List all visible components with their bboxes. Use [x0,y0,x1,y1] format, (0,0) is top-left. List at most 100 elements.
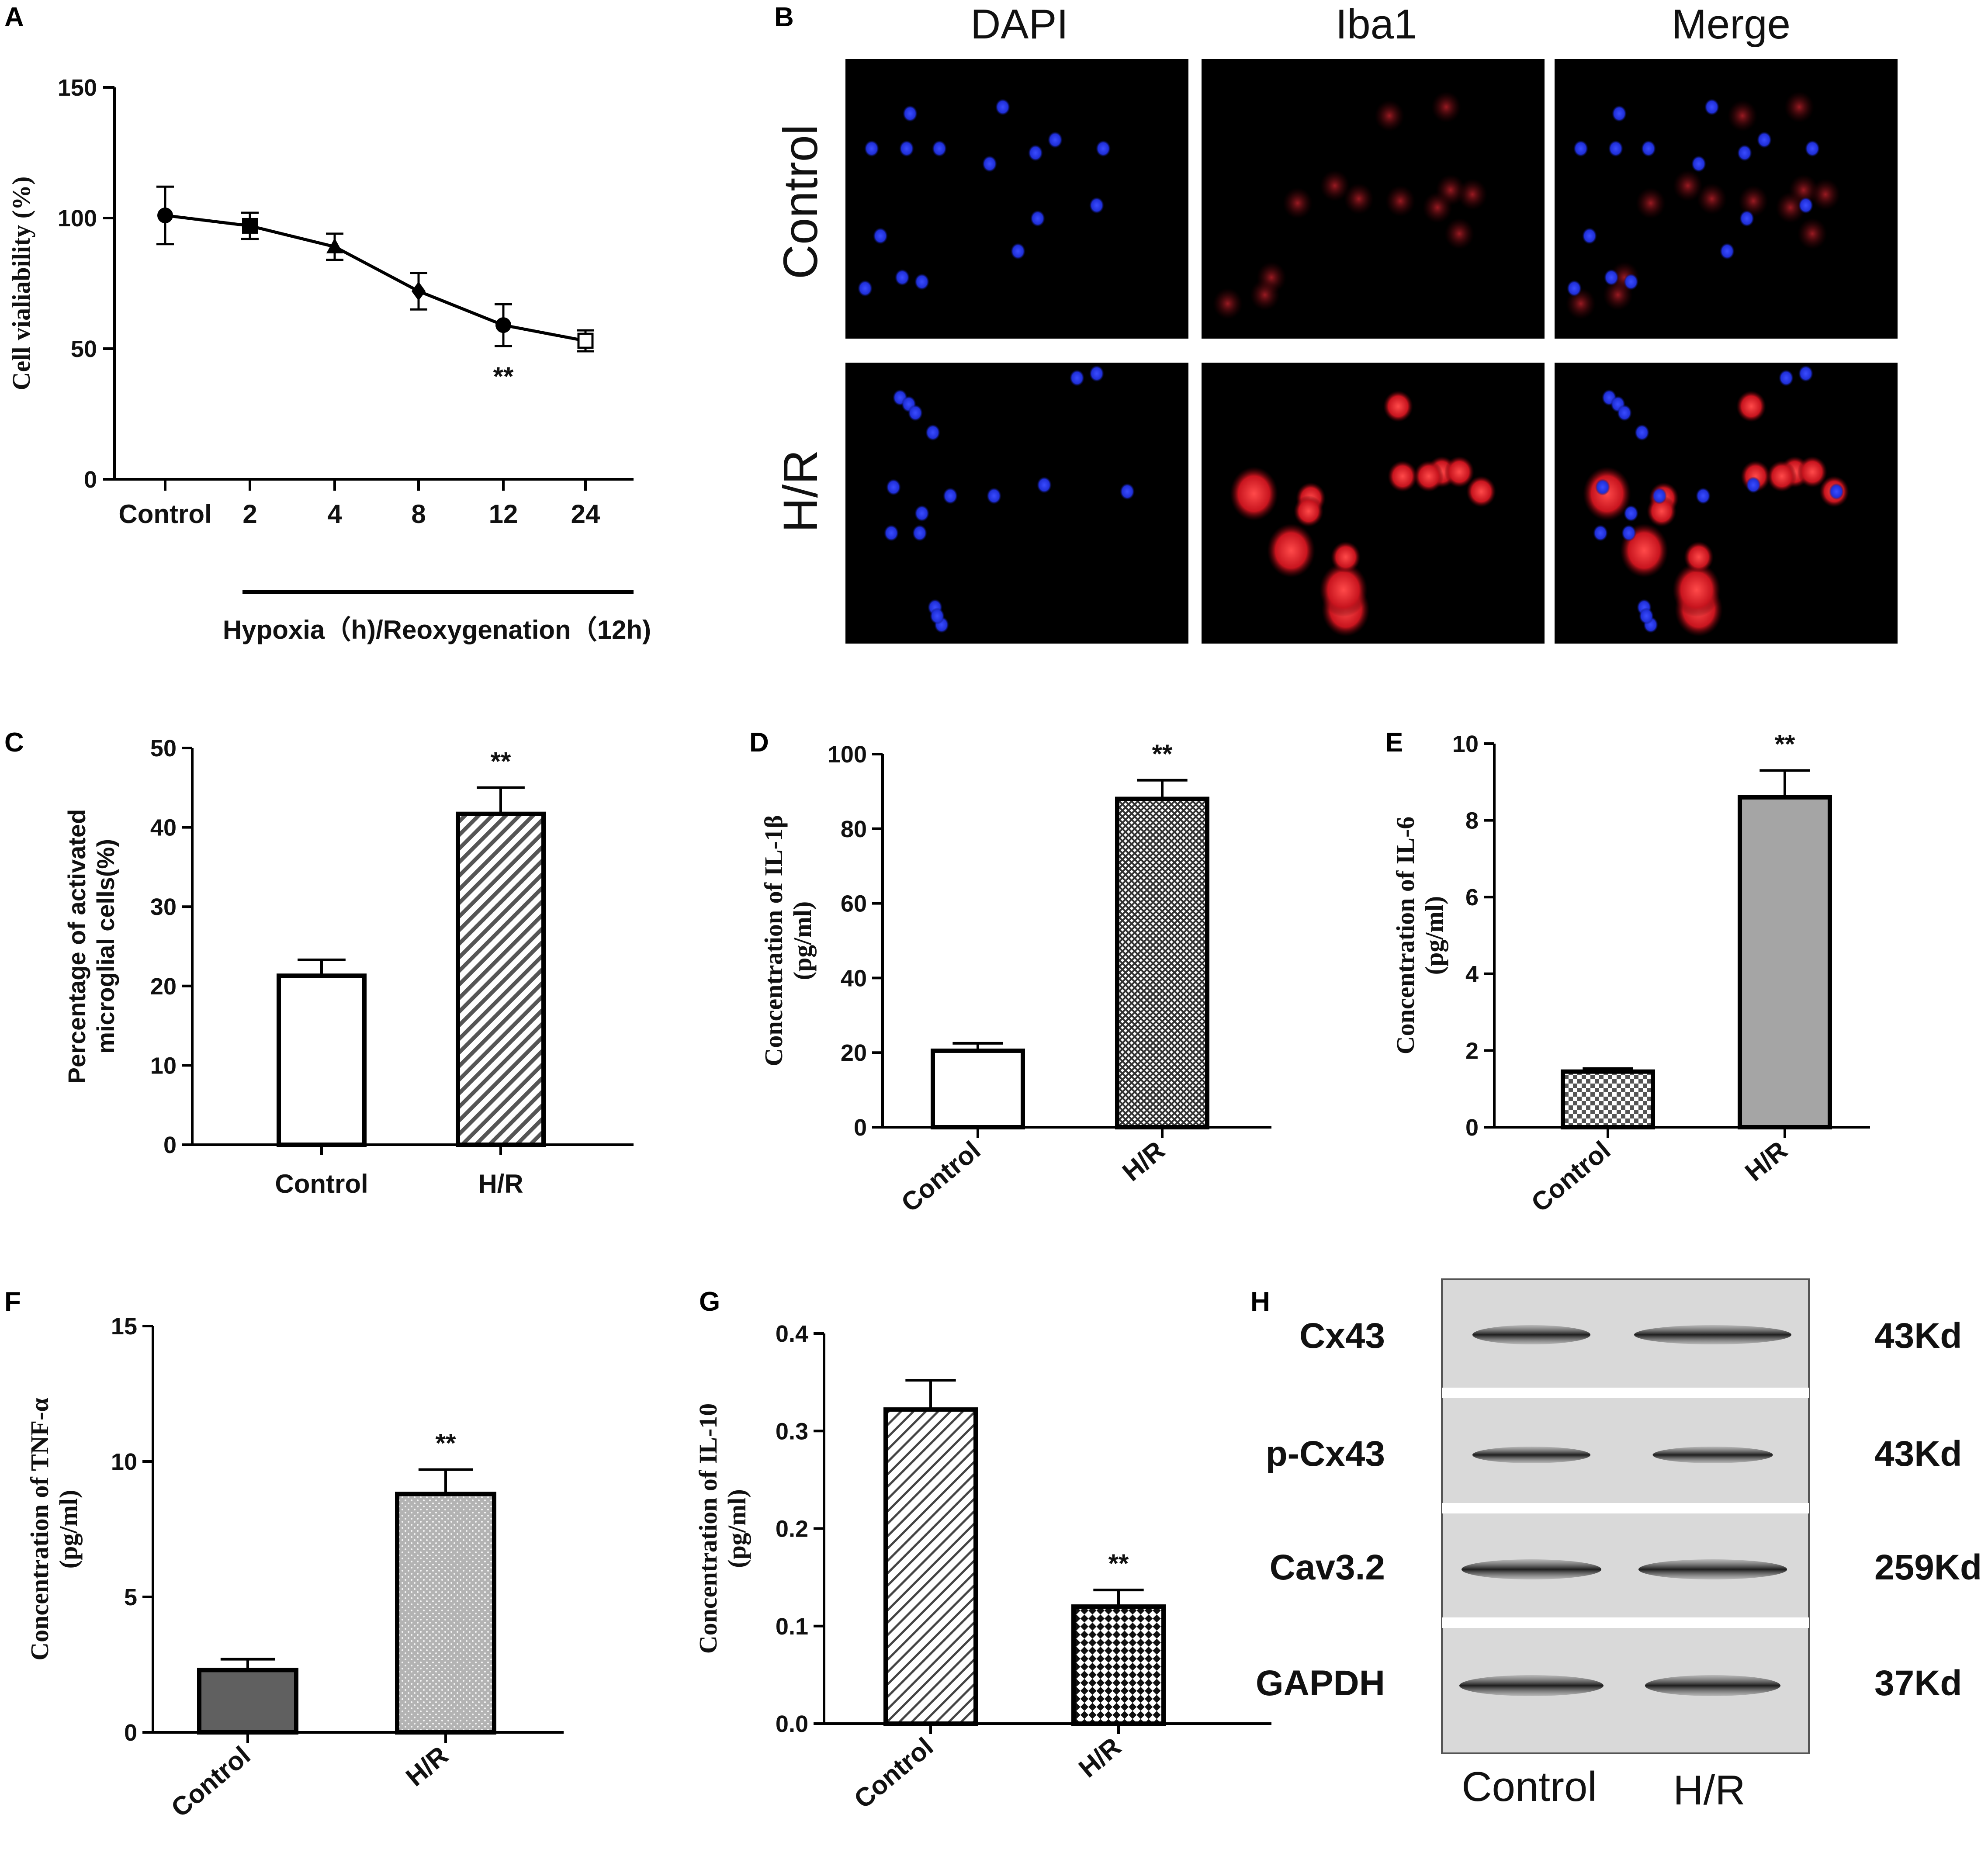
y-tick-label: 100 [828,741,867,768]
x-tick-label: Control [166,1741,256,1823]
iba1-cell [1798,218,1827,249]
dapi-nucleus [1612,105,1627,122]
wb-weight-cav32: 259Kd [1874,1548,1982,1587]
wb-protein-gapdh: GAPDH [1256,1663,1385,1703]
iba1-cell [1320,170,1350,201]
data-point [326,238,343,253]
bar [1738,795,1832,1130]
significance-mark: ** [1152,739,1173,769]
x-tick-label: 2 [242,499,257,529]
dapi-nucleus [930,608,945,624]
y-axis-label: Concentration of IL-1β [759,815,788,1066]
microscopy-panel: DAPI Iba1 Merge Control H/R [774,1,1898,644]
y-tick-label: 6 [1465,884,1479,911]
y-axis-label: microglial cells(%) [92,839,119,1054]
dapi-nucleus [1704,99,1719,115]
x-tick-label: Control [118,499,211,529]
x-tick-label: Control [1526,1136,1616,1218]
dapi-nucleus [1028,145,1043,161]
significance-mark: ** [493,362,514,391]
y-tick-label: 40 [150,815,177,841]
iba1-cell [1431,91,1461,123]
x-tick-label: H/R [400,1741,454,1792]
y-axis-label: Concentration of TNF-α [25,1398,54,1661]
iba1-cell [1423,192,1452,223]
dapi-nucleus [899,140,914,157]
blot-band [1459,1675,1604,1696]
y-tick-label: 40 [841,965,867,991]
blot-band [1462,1559,1601,1579]
iba1-cell [1444,456,1474,488]
iba1-cell [1383,391,1413,422]
bar [931,1048,1025,1129]
iba1-cell [1673,170,1703,201]
x-tick-label: 8 [411,499,426,529]
dapi-nucleus [932,140,947,157]
blot-divider [1442,1503,1809,1513]
dapi-nucleus [908,405,923,421]
dapi-nucleus [1070,370,1084,386]
iba1-cell [1375,100,1404,132]
y-tick-label: 50 [150,735,177,762]
chart-c-bar: 0 10 20 30 40 50 Control H/R ** Percentage of act… [63,735,634,1198]
x-axis-label: Hypoxia（h)/Reoxygenation（12h) [223,615,651,644]
x-tick-label: Control [849,1732,939,1814]
dapi-nucleus [1593,525,1608,541]
chart-g-bar: 0.0 0.1 0.2 0.3 0.4 Control H/R ** Concentration… [694,1321,1271,1814]
micro-row-control: Control [774,125,828,280]
y-tick-label: 0 [84,467,97,493]
dapi-nucleus [1096,140,1111,157]
iba1-cell [1267,523,1315,578]
panel-label-f: F [4,1287,21,1317]
series-line [165,214,586,343]
dapi-nucleus [1691,156,1706,172]
dapi-nucleus [1746,477,1761,493]
panel-label-h: H [1250,1287,1270,1317]
dapi-nucleus [1798,365,1813,382]
dapi-nucleus [1089,365,1104,382]
y-tick-label: 0 [163,1132,177,1158]
dapi-nucleus [995,99,1010,115]
y-axis-label: Concentration of IL-10 [694,1403,722,1654]
panel-label-e: E [1385,727,1403,758]
y-tick-label: 100 [58,205,97,232]
dapi-nucleus [1604,269,1619,286]
iba1-cell [1344,183,1374,215]
dapi-nucleus [1608,140,1623,157]
panel-label-a: A [4,2,24,32]
dapi-nucleus [858,280,873,297]
micro-image [845,59,1188,339]
dapi-nucleus [1595,479,1610,495]
iba1-cell [1739,185,1768,217]
iba1-cell [1798,456,1827,488]
data-point [242,218,258,234]
y-axis-label: (pg/ml) [1420,896,1448,975]
axis-lines [113,87,634,481]
dapi-nucleus [925,424,940,441]
x-tick-label: H/R [1739,1136,1793,1187]
y-axis-label: (pg/ml) [54,1490,83,1569]
iba1-cell [1331,541,1361,573]
iba1-cell [1388,461,1417,492]
y-axis-label: Concentration of IL-6 [1391,817,1420,1055]
iba1-cell [1283,187,1313,219]
micro-image [845,363,1188,644]
iba1-cell [1636,187,1666,219]
iba1-cell [1784,91,1814,123]
y-tick-label: 4 [1465,961,1479,987]
iba1-cell [1673,563,1721,617]
y-tick-label: 60 [841,891,867,917]
blot-band [1634,1325,1791,1344]
y-tick-label: 0.2 [776,1516,808,1542]
x-tick-label: Control [896,1136,986,1218]
blot-band [1638,1559,1787,1579]
data-point [412,281,426,301]
wb-weight-gapdh: 37Kd [1874,1663,1962,1703]
wb-weight-pcx43: 43Kd [1874,1434,1962,1474]
significance-mark: ** [491,747,511,776]
dapi-nucleus [914,274,929,290]
data-point [495,317,511,333]
dapi-nucleus [1582,228,1597,244]
bar [883,1407,978,1726]
